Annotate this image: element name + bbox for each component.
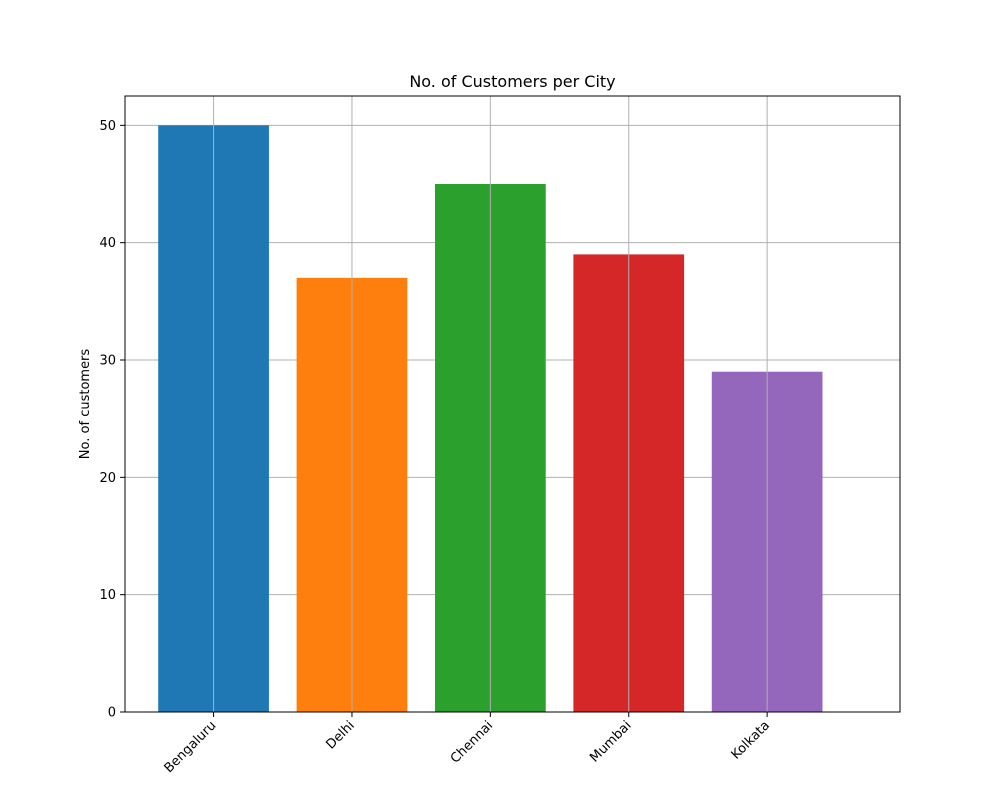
- chart-title: No. of Customers per City: [409, 72, 615, 91]
- y-tick-label: 40: [99, 236, 116, 251]
- y-tick-label: 10: [99, 588, 116, 603]
- x-grid-layer: [213, 96, 768, 712]
- y-tick-label: 50: [99, 119, 116, 134]
- y-tick-label: 0: [108, 706, 116, 721]
- y-tick-label: 20: [99, 471, 116, 486]
- plot-frame: [124, 95, 901, 713]
- y-tick-label: 30: [99, 354, 116, 369]
- y-axis-label: No. of customers: [78, 349, 93, 460]
